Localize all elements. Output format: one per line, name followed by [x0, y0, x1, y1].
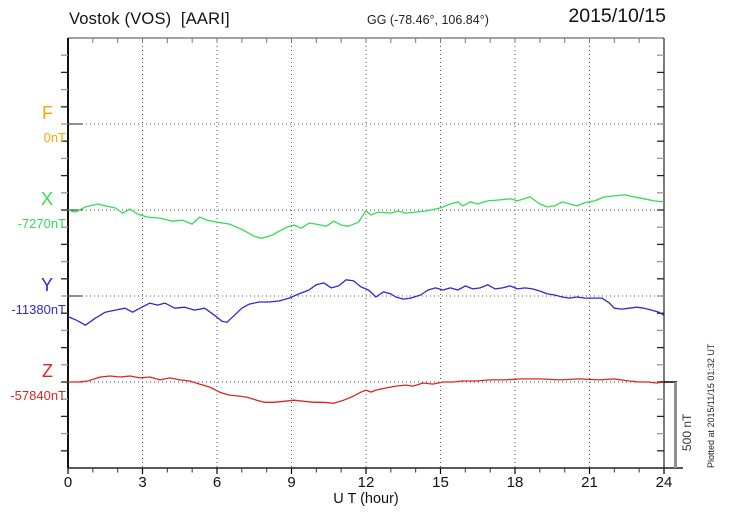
trace-Y [67, 279, 665, 326]
x-tick-label-3: 3 [138, 474, 147, 491]
scale-bar-label: 500 nT [680, 413, 694, 451]
x-tick-label-21: 21 [581, 474, 598, 491]
component-F-baseline-value: 0nT [43, 130, 66, 145]
x-tick-label-9: 9 [287, 474, 296, 491]
x-tick-label-6: 6 [212, 474, 222, 491]
component-Z-label: Z [42, 361, 53, 381]
component-F-label: F [42, 103, 53, 123]
trace-X [67, 194, 665, 240]
component-Y-baseline-value: -11380nT [11, 302, 66, 317]
x-tick-label-15: 15 [432, 474, 449, 491]
plotted-at-note: Plotted at 2015/11/15 01:32 UT [706, 343, 716, 468]
x-axis-label: U T (hour) [333, 491, 399, 507]
component-X-baseline-value: -7270nT [17, 216, 66, 231]
station-title: Vostok (VOS) [AARI] [69, 10, 230, 28]
x-tick-label-0: 0 [63, 474, 73, 491]
geographic-coordinates: GG (-78.46°, 106.84°) [367, 13, 489, 27]
component-Y-label: Y [40, 275, 53, 295]
component-Z-baseline-value: -57840nT [10, 388, 66, 403]
x-tick-label-18: 18 [506, 474, 524, 491]
x-tick-label-12: 12 [357, 474, 375, 491]
x-tick-label-24: 24 [655, 474, 673, 491]
plot-date: 2015/10/15 [568, 5, 666, 27]
component-axis-labels: F 0nT X -7270nT Y -11380nT Z -57840nT [0, 0, 68, 520]
trace-Z [68, 375, 665, 404]
component-X-label: X [40, 189, 53, 209]
